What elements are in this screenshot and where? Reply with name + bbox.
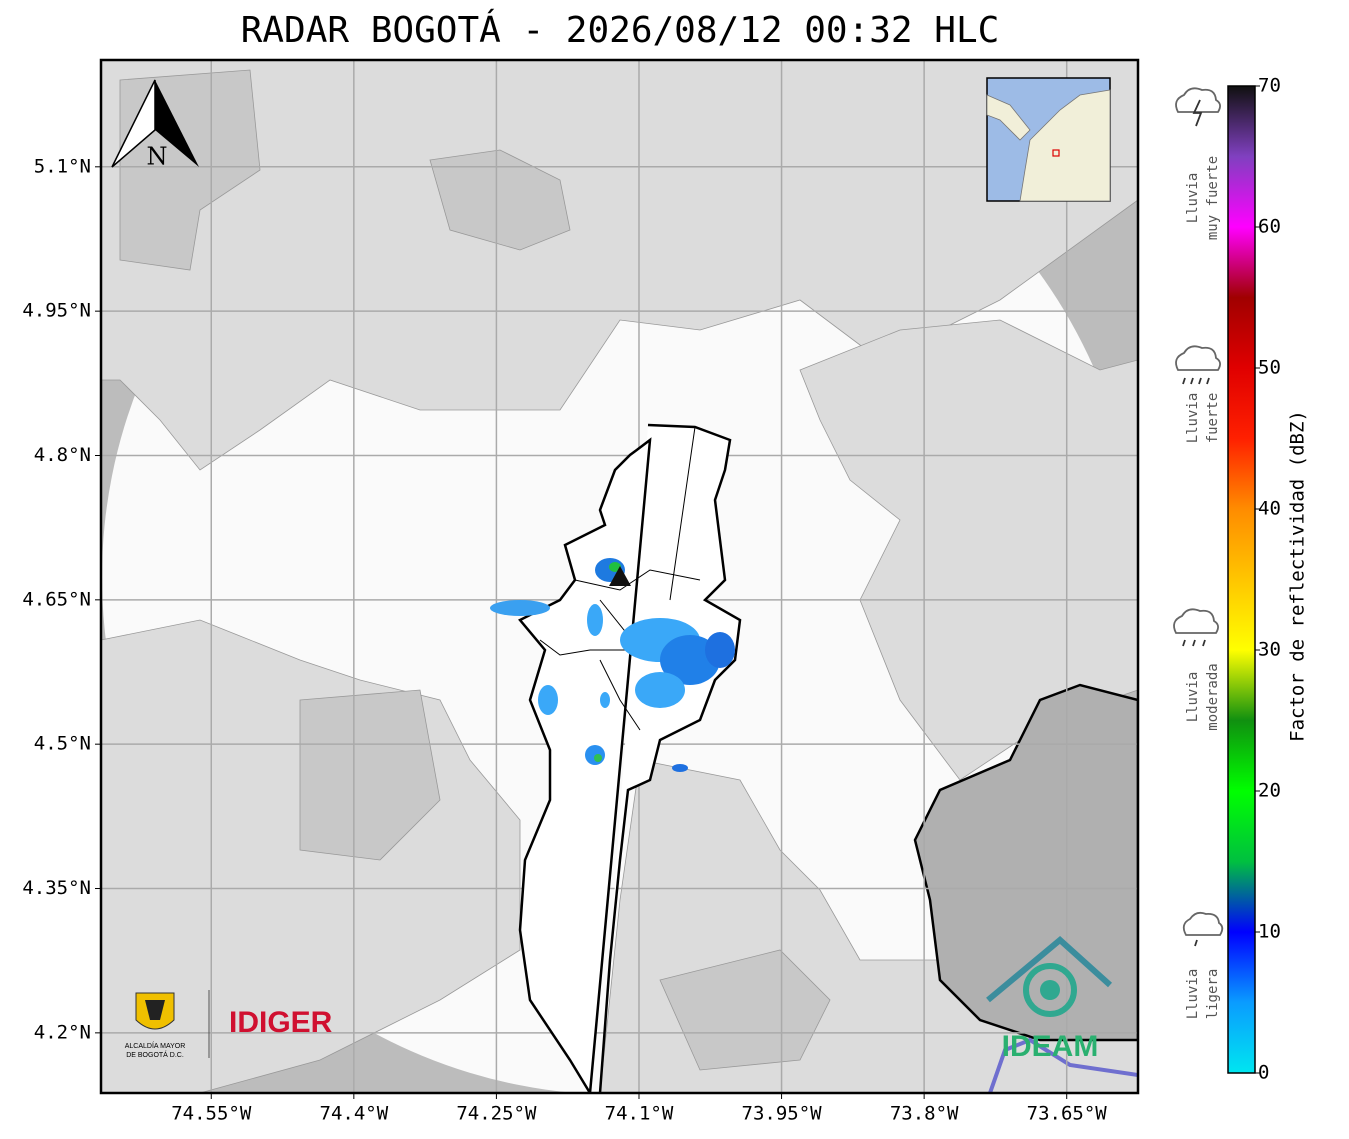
bogota-boundary <box>518 423 742 1093</box>
ideam-logo: IDEAM <box>986 936 1113 1063</box>
ideam-text: IDEAM <box>1002 1030 1099 1063</box>
y-tick-label: 4.5°N <box>34 733 91 755</box>
x-tick-label: 74.25°W <box>456 1103 537 1125</box>
x-tick-label: 74.1°W <box>605 1103 674 1125</box>
echo <box>490 600 550 616</box>
colorbar-tick-label: 30 <box>1258 639 1281 661</box>
colorbar-label: Factor de reflectividad (dBZ) <box>1287 410 1309 742</box>
colorbar <box>1227 85 1256 1074</box>
echo <box>600 692 610 708</box>
inset-map <box>986 77 1111 202</box>
x-tick-label: 74.4°W <box>320 1103 389 1125</box>
intensity-label: Lluvia <box>1185 393 1201 444</box>
echo <box>585 745 605 765</box>
intensity-label: Lluvia <box>1185 173 1201 224</box>
colorbar-tick-label: 0 <box>1258 1062 1269 1084</box>
intensity-label: muy fuerte <box>1205 156 1221 240</box>
echo <box>609 562 621 572</box>
map-area <box>101 60 1138 1093</box>
intensity-label: moderada <box>1205 663 1221 730</box>
x-tick-label: 73.95°W <box>742 1103 823 1125</box>
echo <box>672 764 688 772</box>
y-tick-label: 4.8°N <box>34 444 91 466</box>
map-frame <box>99 58 1140 1095</box>
x-tick-label: 74.55°W <box>171 1103 252 1125</box>
north-arrow: N <box>111 79 199 171</box>
intensity-label: Lluvia <box>1185 969 1201 1020</box>
x-tick-label: 73.8°W <box>890 1103 959 1125</box>
alcaldia-logo: ALCALDÍA MAYOR DE BOGOTÁ D.C. IDIGER <box>125 990 333 1059</box>
alcaldia-text: DE BOGOTÁ D.C. <box>126 1050 184 1059</box>
intensity-icons <box>1173 87 1224 947</box>
river <box>988 1037 1138 1093</box>
alcaldia-text: ALCALDÍA MAYOR <box>125 1041 186 1050</box>
echo <box>538 685 558 715</box>
echo <box>660 635 720 685</box>
y-tick-label: 4.65°N <box>22 588 91 610</box>
y-tick-label: 4.2°N <box>34 1021 91 1043</box>
colorbar-tick-label: 40 <box>1258 498 1281 520</box>
title: RADAR BOGOTÁ - 2026/08/12 00:32 HLC <box>241 9 1000 51</box>
echo <box>594 754 602 762</box>
colorbar-tick-label: 60 <box>1258 216 1281 238</box>
y-tick-label: 4.35°N <box>22 877 91 899</box>
north-label: N <box>147 143 168 171</box>
intensity-label: Lluvia <box>1185 672 1201 723</box>
echo <box>635 672 685 708</box>
colorbar-tick-label: 10 <box>1258 921 1281 943</box>
colorbar-tick-label: 70 <box>1258 75 1281 97</box>
department-boundary <box>913 683 1138 1042</box>
x-tick-label: 73.65°W <box>1027 1103 1108 1125</box>
intensity-label: ligera <box>1205 969 1221 1020</box>
radar-echoes <box>490 558 735 772</box>
y-tick-label: 4.95°N <box>22 300 91 322</box>
echo <box>705 632 735 668</box>
intensity-label: fuerte <box>1205 393 1221 444</box>
colorbar-tick-label: 50 <box>1258 357 1281 379</box>
colorbar-tick-label: 20 <box>1258 780 1281 802</box>
idiger-logo: IDIGER <box>229 1006 333 1039</box>
radar-site <box>609 566 631 586</box>
echo <box>587 604 603 636</box>
y-tick-label: 5.1°N <box>34 155 91 177</box>
